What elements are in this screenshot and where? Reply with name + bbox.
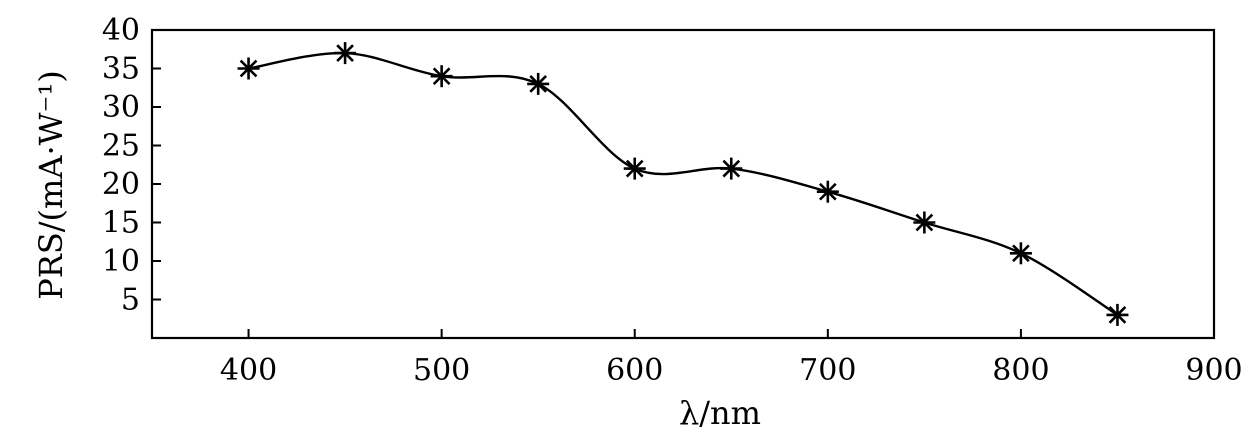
data-point: [237, 57, 260, 80]
data-point: [430, 65, 453, 88]
x-tick-label: 400: [220, 353, 277, 388]
y-axis-label: PRS/(mA·W⁻¹): [32, 70, 70, 300]
plot-frame: [150, 28, 1216, 340]
data-point: [527, 72, 550, 95]
x-tick-label: 800: [992, 353, 1049, 388]
data-point: [913, 211, 936, 234]
data-point: [816, 180, 839, 203]
x-tick-label: 700: [799, 353, 856, 388]
x-tick-label: 600: [606, 353, 663, 388]
y-tick-label: 5: [121, 283, 140, 318]
y-tick-label: 35: [102, 52, 140, 87]
series-line: [248, 51, 1119, 316]
y-tick-label: 10: [102, 244, 140, 279]
y-tick-label: 15: [102, 206, 140, 241]
y-tick-label: 30: [102, 90, 140, 125]
x-axis-label: λ/nm: [679, 394, 761, 432]
data-point: [1009, 242, 1032, 265]
y-tick-label: 40: [102, 13, 140, 48]
x-axis-ticks: 400 500 600 700 800 900: [220, 329, 1243, 388]
x-tick-label: 500: [413, 353, 470, 388]
data-point: [623, 157, 646, 180]
data-markers: [237, 42, 1129, 326]
x-tick-label: 900: [1185, 353, 1242, 388]
y-tick-label: 20: [102, 167, 140, 202]
data-point: [720, 157, 743, 180]
y-tick-label: 25: [102, 129, 140, 164]
data-point: [334, 42, 357, 65]
data-point: [1106, 303, 1129, 326]
